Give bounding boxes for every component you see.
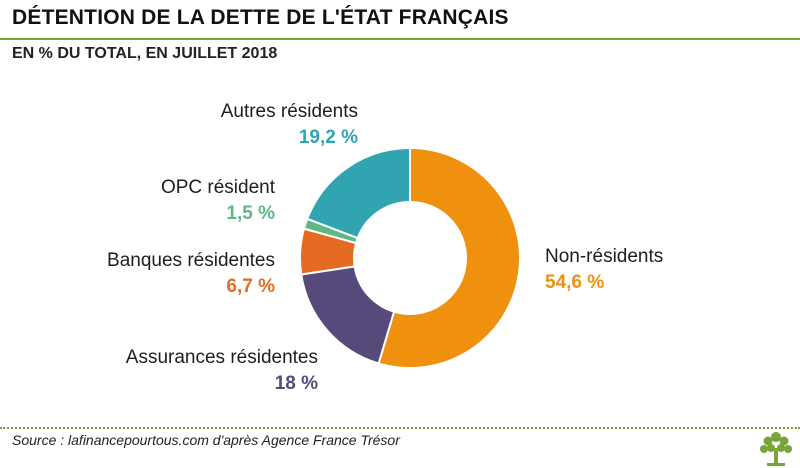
slice-value-assurances-residentes: 18 % [275, 373, 318, 394]
tree-logo-icon [760, 432, 792, 466]
slice-label-autres-residents: Autres résidents [221, 101, 358, 122]
slice-value-autres-residents: 19,2 % [299, 127, 358, 148]
slice-label-banques-residentes: Banques résidentes [107, 250, 275, 271]
slice-value-opc-resident: 1,5 % [226, 203, 275, 224]
source-note: Source : lafinancepourtous.com d'après A… [12, 432, 400, 448]
chart-title: DÉTENTION DE LA DETTE DE L'ÉTAT FRANÇAIS [12, 6, 509, 29]
slice-label-opc-resident: OPC résident [161, 177, 276, 198]
slice-value-non-residents: 54,6 % [545, 272, 604, 293]
donut-chart: Non-résidents 54,6 % Assurances résidentes… [107, 101, 663, 394]
slice-value-banques-residentes: 6,7 % [226, 276, 275, 297]
slice-label-assurances-residentes: Assurances résidentes [126, 347, 318, 368]
title-divider [0, 38, 800, 40]
slice-autres-residents [305, 146, 411, 240]
footer-divider [0, 427, 800, 429]
slice-label-non-residents: Non-résidents [545, 246, 663, 267]
slice-non-residents [377, 146, 521, 369]
chart-subtitle: EN % DU TOTAL, EN JUILLET 2018 [12, 45, 278, 62]
